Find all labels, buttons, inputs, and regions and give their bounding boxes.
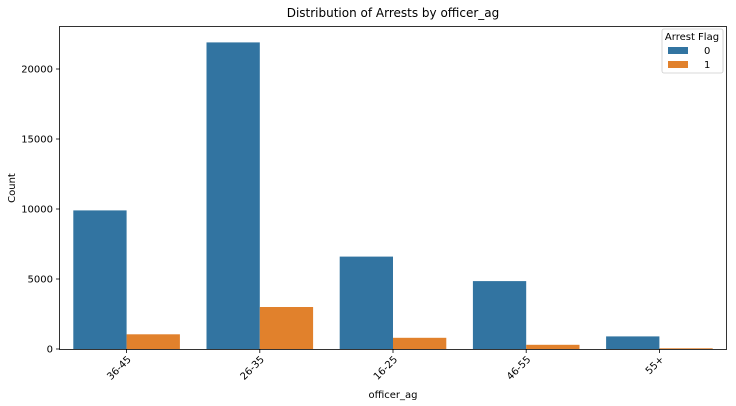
bar-36-45-1 [126,334,180,349]
bars-group [73,42,713,350]
x-tick-label: 46-55 [505,354,533,382]
y-axis: 0 5000 10000 15000 20000 [21,65,60,356]
x-axis-label: officer_ag [368,390,417,401]
legend-label-1: 1 [704,60,710,71]
bar-26-35-0 [206,42,260,350]
x-tick-label: 26-35 [239,354,267,382]
y-axis-label: Count [7,173,18,203]
x-tick-label: 55+ [644,354,667,377]
x-axis: 36-45 26-35 16-25 46-55 55+ [105,349,667,383]
bar-46-55-1 [526,344,580,349]
bar-55+-1 [659,348,713,349]
x-tick-label: 36-45 [105,354,133,382]
bar-16-25-0 [339,256,393,349]
y-tick-label: 10000 [21,205,53,216]
legend-swatch-1 [668,61,688,68]
legend: Arrest Flag 01 [661,28,724,74]
y-tick-label: 5000 [28,275,53,286]
legend-label-0: 0 [704,46,710,57]
y-tick-label: 0 [47,345,53,356]
chart-title: Distribution of Arrests by officer_ag [287,6,500,20]
bar-36-45-0 [73,210,127,349]
legend-title: Arrest Flag [665,32,719,43]
bar-16-25-1 [393,337,447,349]
bar-26-35-1 [259,307,314,349]
y-tick-label: 20000 [21,65,53,76]
y-tick-label: 15000 [21,135,53,146]
x-tick-label: 16-25 [372,354,400,382]
bar-55+-0 [606,336,660,349]
bar-46-55-0 [472,281,527,349]
legend-items: 01 [668,46,710,71]
legend-swatch-0 [668,47,688,54]
